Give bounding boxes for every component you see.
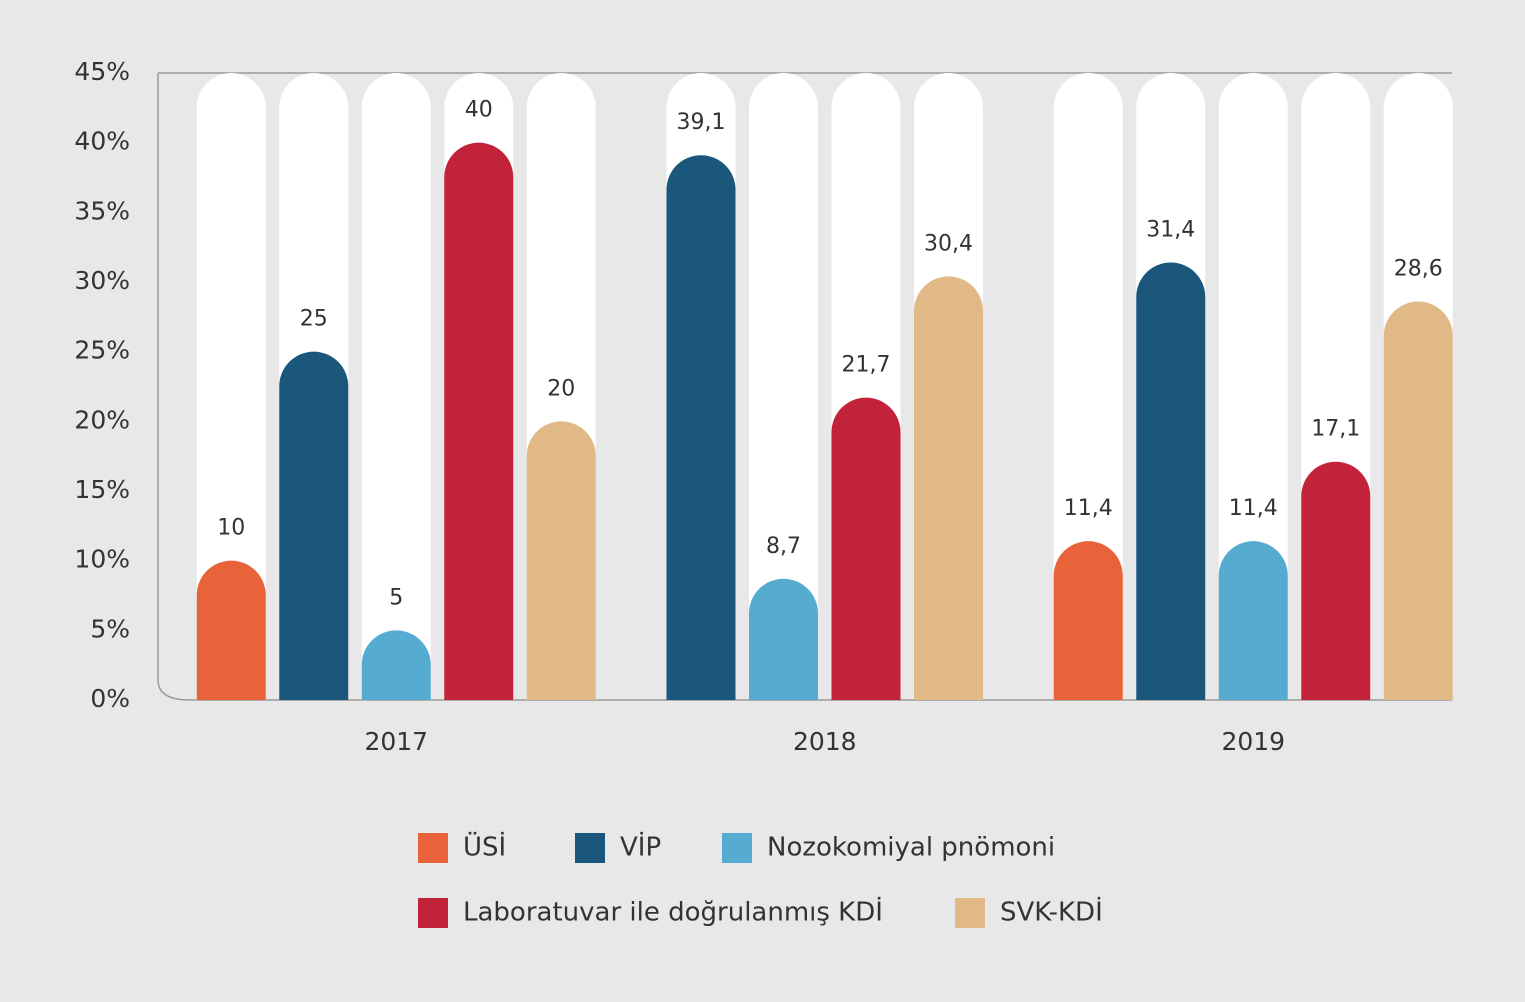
value-label: 20 [547, 376, 575, 401]
y-tick-label: 20% [74, 405, 130, 434]
bar [749, 578, 818, 700]
bar [279, 351, 349, 700]
value-label: 25 [300, 307, 328, 332]
bar [831, 397, 901, 700]
value-label: 17,1 [1311, 417, 1360, 442]
y-tick-label: 0% [90, 684, 130, 713]
bar [1053, 541, 1123, 700]
bar [196, 560, 266, 700]
y-tick-label: 35% [74, 196, 130, 225]
y-tick-label: 45% [74, 57, 130, 86]
value-label: 5 [389, 585, 403, 610]
legend-swatch [575, 833, 605, 863]
bar [1301, 461, 1371, 700]
legend-label: Nozokomiyal pnömoni [767, 833, 1055, 863]
bar [914, 276, 983, 700]
legend-label: VİP [620, 831, 661, 863]
legend-swatch [955, 898, 985, 928]
value-label: 8,7 [766, 534, 801, 559]
y-tick-label: 15% [74, 475, 130, 504]
bar [1136, 262, 1206, 700]
value-label: 21,7 [842, 353, 891, 378]
x-tick-label: 2017 [364, 727, 428, 756]
bar [444, 142, 514, 700]
bar [526, 421, 596, 700]
value-label: 30,4 [924, 231, 973, 256]
y-tick-label: 10% [74, 545, 130, 574]
bar [361, 630, 431, 700]
y-tick-label: 30% [74, 266, 130, 295]
legend-swatch [722, 833, 752, 863]
value-label: 40 [465, 98, 493, 123]
legend-label: SVK-KDİ [1000, 896, 1103, 928]
x-tick-label: 2019 [1221, 727, 1285, 756]
y-tick-label: 25% [74, 336, 130, 365]
axis-frame [157, 73, 1452, 701]
x-tick-label: 2018 [793, 727, 857, 756]
bar-track [1218, 73, 1288, 700]
bar-track [196, 73, 266, 700]
legend-swatch [418, 833, 448, 863]
value-label: 11,4 [1229, 496, 1278, 521]
y-tick-label: 40% [74, 127, 130, 156]
bar [1218, 541, 1288, 700]
bar [1383, 301, 1453, 700]
legend-label: Laboratuvar ile doğrulanmış KDİ [463, 896, 883, 928]
y-tick-label: 5% [90, 614, 130, 643]
value-label: 11,4 [1064, 496, 1113, 521]
bar-track [1053, 73, 1123, 700]
value-label: 31,4 [1146, 217, 1195, 242]
bar [666, 155, 736, 700]
value-label: 10 [217, 516, 245, 541]
legend-label: ÜSİ [463, 831, 506, 863]
legend-swatch [418, 898, 448, 928]
value-label: 39,1 [677, 110, 726, 135]
bar-track [749, 73, 818, 700]
bar-track [361, 73, 431, 700]
value-label: 28,6 [1394, 257, 1443, 282]
